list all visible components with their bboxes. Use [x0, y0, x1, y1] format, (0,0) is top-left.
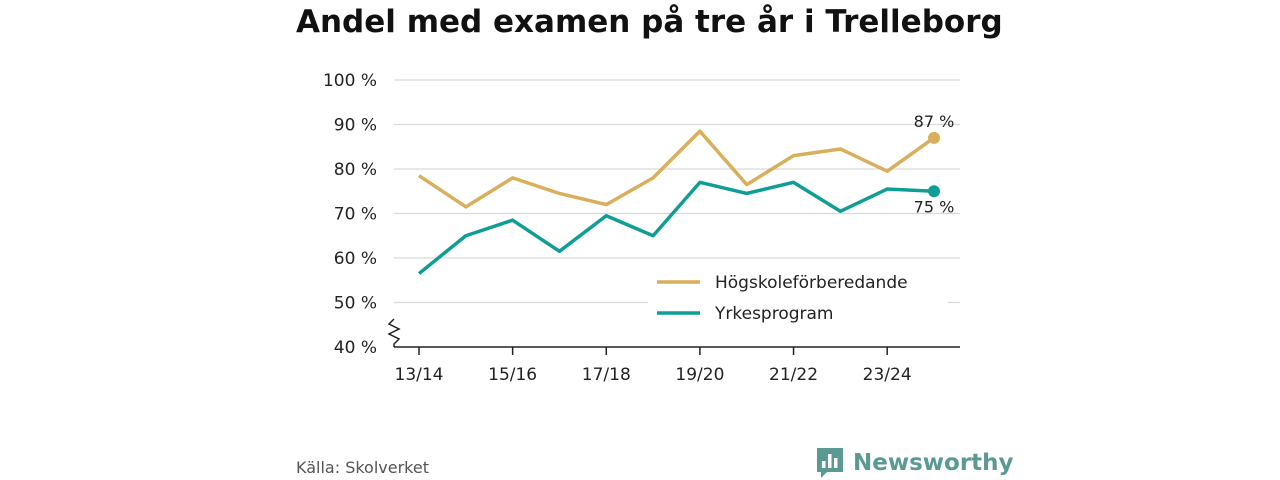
legend: Högskoleförberedande Yrkesprogram — [648, 266, 948, 334]
series-lines: 87 % 75 % — [417, 112, 955, 275]
source-note: Källa: Skolverket — [296, 458, 429, 477]
y-tick-label: 80 % — [334, 160, 377, 180]
y-axis-ticks: 40 % 50 % 60 % 70 % 80 % 90 % 100 % — [323, 71, 377, 358]
brand-name: Newsworthy — [853, 450, 1014, 476]
end-point — [928, 185, 940, 198]
x-tick-label: 17/18 — [582, 365, 631, 385]
series-line — [417, 180, 935, 275]
end-value-label: 75 % — [914, 197, 955, 216]
x-tick-label: 13/14 — [395, 365, 444, 385]
x-tick-label: 21/22 — [769, 365, 818, 385]
brand-logo: Newsworthy — [815, 446, 1014, 480]
x-tick-label: 19/20 — [675, 365, 724, 385]
legend-label: Högskoleförberedande — [715, 273, 908, 293]
y-tick-label: 60 % — [334, 249, 377, 269]
gridlines — [394, 79, 960, 304]
series-line — [418, 129, 936, 209]
y-tick-label: 90 % — [334, 116, 377, 136]
y-tick-label: 40 % — [334, 338, 377, 358]
y-tick-label: 70 % — [334, 205, 377, 225]
y-tick-label: 50 % — [334, 294, 377, 314]
end-value-label: 87 % — [914, 112, 955, 131]
axis-break-icon — [387, 318, 401, 347]
x-tick-label: 23/24 — [863, 365, 912, 385]
legend-background — [648, 266, 948, 334]
legend-label: Yrkesprogram — [714, 304, 834, 324]
chart-title: Andel med examen på tre år i Trelleborg — [296, 4, 1003, 40]
x-axis: 13/14 15/16 17/18 19/20 21/22 23/24 — [387, 318, 960, 385]
x-tick-label: 15/16 — [488, 365, 537, 385]
end-point — [928, 131, 940, 144]
bar-chart-logo-icon — [817, 448, 843, 478]
y-tick-label: 100 % — [323, 71, 377, 91]
